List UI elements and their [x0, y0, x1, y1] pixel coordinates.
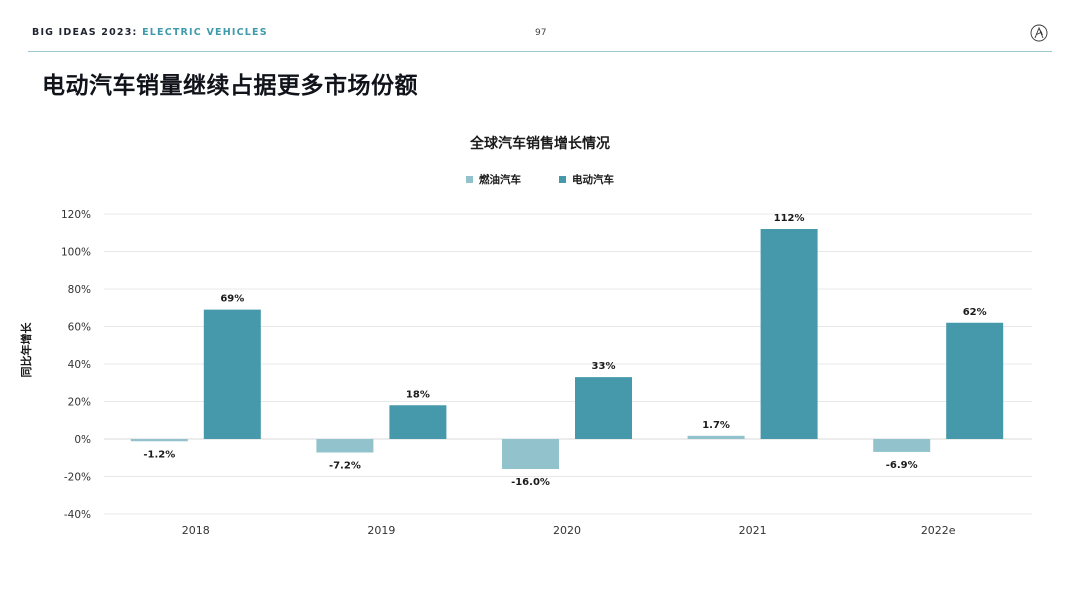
x-tick-label: 2020 — [553, 524, 581, 537]
header-divider — [28, 51, 1052, 52]
legend-swatch-ev — [559, 176, 566, 183]
x-tick-label: 2019 — [367, 524, 395, 537]
chart-legend: 燃油汽车 电动汽车 — [0, 172, 1080, 187]
header-separator: : — [132, 27, 138, 38]
report-section: ELECTRIC VEHICLES — [142, 27, 268, 38]
x-tick-label: 2022e — [921, 524, 956, 537]
x-tick-label: 2021 — [739, 524, 767, 537]
legend-label-ev: 电动汽车 — [572, 174, 614, 186]
y-tick-label: 120% — [61, 209, 91, 221]
legend-swatch-ice — [466, 176, 473, 183]
page-number: 97 — [535, 28, 547, 38]
report-brand: BIG IDEAS 2023 — [32, 27, 133, 38]
y-tick-label: 100% — [61, 247, 91, 259]
bar-ev — [946, 322, 1004, 439]
ark-logo-icon — [1030, 24, 1048, 42]
bar-ice — [130, 439, 188, 442]
report-header: BIG IDEAS 2023: ELECTRIC VEHICLES — [32, 27, 268, 38]
y-tick-label: 40% — [68, 359, 91, 371]
bar-ev — [389, 405, 447, 439]
data-label-ice: -16.0% — [511, 477, 550, 488]
legend-item-ice: 燃油汽车 — [466, 172, 521, 187]
bar-ev — [203, 309, 261, 439]
data-label-ice: -6.9% — [886, 460, 918, 471]
y-tick-label: -40% — [64, 509, 91, 521]
bar-ice — [873, 439, 931, 452]
bar-ice — [502, 439, 559, 469]
y-tick-label: -20% — [64, 472, 91, 484]
y-tick-label: 20% — [68, 397, 91, 409]
data-label-ice: -1.2% — [143, 449, 175, 460]
data-label-ev: 62% — [963, 307, 987, 318]
bar-ice — [316, 439, 374, 453]
bar-ev — [575, 377, 632, 439]
y-tick-label: 80% — [68, 284, 91, 296]
data-label-ice: 1.7% — [702, 420, 730, 431]
data-label-ice: -7.2% — [329, 461, 361, 472]
bar-ev — [760, 229, 818, 439]
chart-title: 全球汽车销售增长情况 — [470, 136, 610, 152]
data-label-ev: 18% — [406, 389, 430, 400]
legend-label-ice: 燃油汽车 — [479, 174, 521, 186]
legend-item-ev: 电动汽车 — [559, 172, 614, 187]
data-label-ev: 69% — [220, 294, 244, 305]
data-label-ev: 112% — [774, 213, 805, 224]
y-tick-label: 0% — [74, 434, 91, 446]
page-title: 电动汽车销量继续占据更多市场份额 — [42, 73, 418, 99]
y-tick-label: 60% — [68, 322, 91, 334]
x-tick-label: 2018 — [182, 524, 210, 537]
bar-ice — [687, 435, 745, 439]
data-label-ev: 33% — [592, 361, 616, 372]
